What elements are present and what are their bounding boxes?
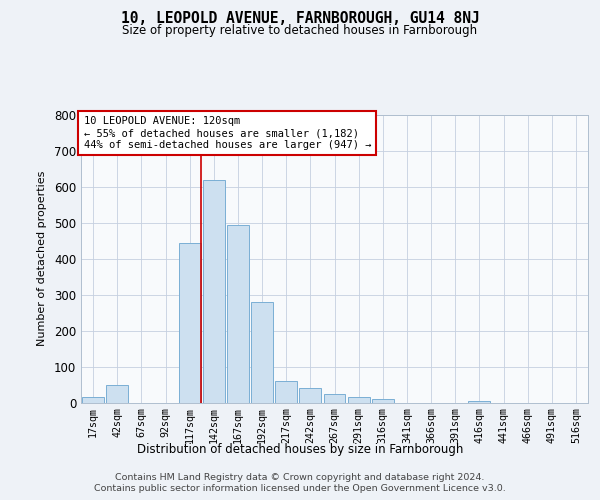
Text: Contains HM Land Registry data © Crown copyright and database right 2024.: Contains HM Land Registry data © Crown c… <box>115 472 485 482</box>
Bar <box>275 381 297 402</box>
Bar <box>251 302 273 402</box>
Bar <box>179 242 200 402</box>
Bar <box>227 224 249 402</box>
Bar <box>203 180 224 402</box>
Bar <box>106 384 128 402</box>
Bar <box>348 397 370 402</box>
Text: Contains public sector information licensed under the Open Government Licence v3: Contains public sector information licen… <box>94 484 506 493</box>
Bar <box>469 400 490 402</box>
Text: Size of property relative to detached houses in Farnborough: Size of property relative to detached ho… <box>122 24 478 37</box>
Text: 10 LEOPOLD AVENUE: 120sqm
← 55% of detached houses are smaller (1,182)
44% of se: 10 LEOPOLD AVENUE: 120sqm ← 55% of detac… <box>83 116 371 150</box>
Y-axis label: Number of detached properties: Number of detached properties <box>37 171 47 346</box>
Bar <box>323 394 346 402</box>
Bar <box>372 399 394 402</box>
Text: Distribution of detached houses by size in Farnborough: Distribution of detached houses by size … <box>137 442 463 456</box>
Text: 10, LEOPOLD AVENUE, FARNBOROUGH, GU14 8NJ: 10, LEOPOLD AVENUE, FARNBOROUGH, GU14 8N… <box>121 11 479 26</box>
Bar <box>299 388 321 402</box>
Bar <box>82 397 104 402</box>
